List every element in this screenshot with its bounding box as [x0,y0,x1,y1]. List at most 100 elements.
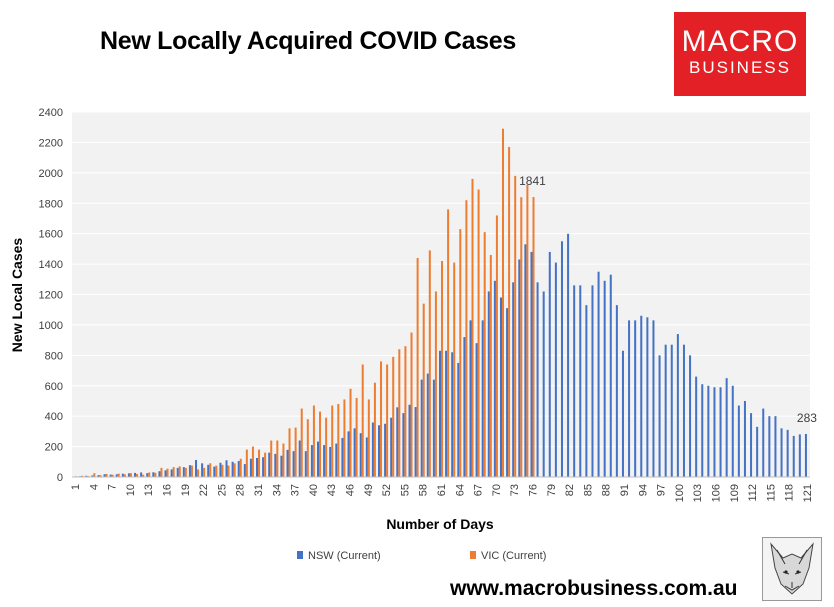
bar-nsw [579,285,582,477]
bar-nsw [798,434,801,477]
bar-nsw [188,465,191,477]
x-tick-label: 13 [143,484,155,496]
bar-vic [160,467,163,477]
y-tick-label: 600 [45,381,63,393]
bar-vic [459,229,462,477]
bar-nsw [201,463,204,477]
bar-nsw [347,431,350,477]
bar-nsw [664,344,667,477]
bar-nsw [371,422,374,477]
x-tick-label: 28 [235,484,247,496]
data-label: 283 [797,411,817,425]
x-tick-label: 118 [784,484,796,502]
x-tick-label: 52 [381,484,393,496]
y-tick-label: 2200 [39,137,63,149]
x-tick-label: 34 [271,484,283,496]
bar-nsw [225,460,228,477]
bar-nsw [390,417,393,477]
bar-vic [483,232,486,477]
bar-vic [111,474,114,477]
bar-vic [294,427,297,477]
bar-vic [123,474,126,477]
bar-vic [148,472,151,477]
bar-nsw [615,305,618,477]
bar-nsw [249,458,252,477]
bar-vic [166,468,169,477]
bar-nsw [103,474,106,477]
wolf-mascot-image [762,537,822,601]
bar-nsw [298,440,301,477]
x-tick-label: 4 [88,484,100,490]
bar-vic [233,463,236,477]
bar-nsw [725,378,728,477]
bar-nsw [621,350,624,477]
bar-nsw [292,451,295,477]
bar-nsw [365,437,368,477]
bar-nsw [91,475,94,477]
bar-nsw [438,350,441,477]
y-tick-label: 1800 [39,198,63,210]
bar-nsw [146,473,149,477]
bar-nsw [609,274,612,477]
bar-nsw [329,446,332,477]
bar-vic [441,261,444,477]
bar-nsw [768,416,771,477]
y-tick-label: 1400 [39,259,63,271]
bar-vic [489,254,492,477]
bar-nsw [231,461,234,477]
bar-vic [184,467,187,477]
bar-vic [392,356,395,477]
bar-nsw [560,241,563,477]
bar-nsw [804,433,807,477]
bar-nsw [670,344,673,477]
bar-vic [81,475,84,477]
bar-nsw [591,285,594,477]
bar-nsw [134,472,137,477]
y-tick-label: 2400 [39,107,63,119]
bar-vic [288,428,291,477]
bar-nsw [469,320,472,477]
bar-nsw [274,453,277,477]
bar-vic [270,440,273,477]
y-tick-label: 400 [45,411,63,423]
x-tick-label: 58 [418,484,430,496]
bar-vic [532,197,535,477]
x-tick-label: 73 [509,484,521,496]
legend: NSW (Current) VIC (Current) [297,550,546,562]
x-tick-label: 7 [107,484,119,490]
x-tick-label: 46 [345,484,357,496]
bar-nsw [719,387,722,477]
bar-nsw [750,413,753,477]
bar-nsw [701,384,704,477]
bar-nsw [158,471,161,477]
bar-nsw [353,428,356,477]
bar-vic [197,469,200,477]
x-tick-label: 79 [546,484,558,496]
x-tick-label: 91 [619,484,631,496]
x-tick-label: 37 [290,484,302,496]
y-tick-label: 2000 [39,168,63,180]
bar-vic [508,146,511,477]
bar-vic [300,408,303,477]
x-tick-label: 31 [253,484,265,496]
bar-nsw [554,262,557,477]
bar-nsw [182,467,185,477]
x-tick-label: 43 [326,484,338,496]
x-tick-label: 16 [162,484,174,496]
bar-nsw [713,387,716,477]
bar-vic [434,291,437,477]
bar-nsw [786,429,789,477]
bar-nsw [115,474,118,477]
bar-nsw [689,355,692,477]
bar-nsw [402,413,405,477]
bar-vic [190,465,193,477]
bar-nsw [737,405,740,477]
bar-vic [154,472,157,477]
bar-nsw [731,385,734,477]
bar-nsw [640,315,643,477]
bar-nsw [420,379,423,477]
bar-nsw [396,407,399,477]
x-axis-label: Number of Days [386,516,494,532]
bar-nsw [127,473,130,477]
x-tick-label: 97 [656,484,668,496]
